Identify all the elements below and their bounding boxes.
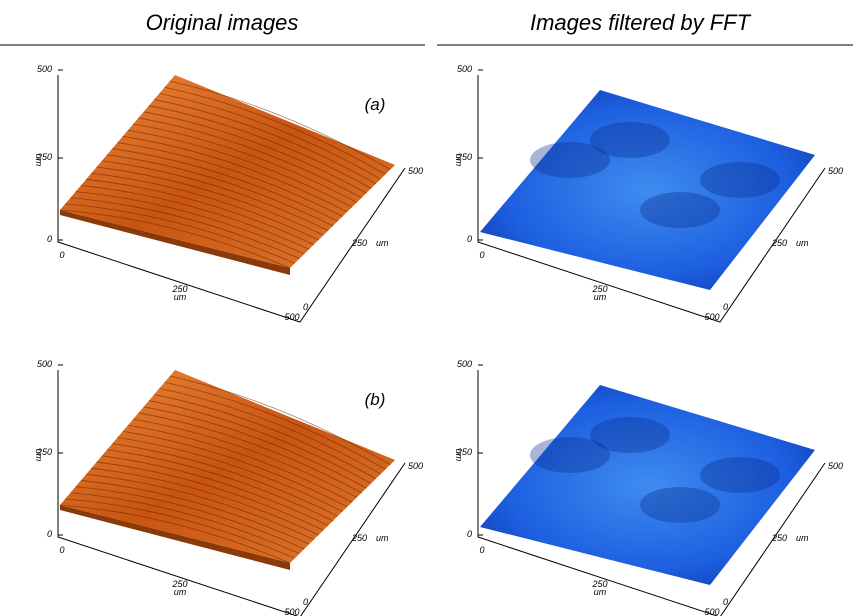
x-axis-title: um bbox=[174, 292, 187, 302]
x-tick-label: 500 bbox=[284, 312, 299, 322]
y-tick-label: 500 bbox=[828, 461, 843, 471]
z-axis-title: um bbox=[34, 154, 44, 167]
figure: Original images Images filtered by FFT 5… bbox=[0, 0, 853, 616]
y-tick-label: 0 bbox=[303, 302, 308, 312]
surface-shade bbox=[590, 417, 670, 453]
surface-shade bbox=[700, 162, 780, 198]
x-tick-label: 500 bbox=[704, 312, 719, 322]
column-header: Images filtered by FFT bbox=[530, 10, 752, 35]
z-tick-label: 500 bbox=[457, 64, 472, 74]
y-tick-label: 250 bbox=[771, 238, 787, 248]
x-tick-label: 0 bbox=[59, 545, 64, 555]
z-tick-label: 0 bbox=[47, 234, 52, 244]
x-tick-label: 0 bbox=[479, 250, 484, 260]
x-tick-label: 500 bbox=[704, 607, 719, 616]
x-tick-label: 500 bbox=[284, 607, 299, 616]
y-tick-label: 500 bbox=[408, 461, 423, 471]
z-tick-label: 0 bbox=[467, 529, 472, 539]
z-axis-title: um bbox=[454, 449, 464, 462]
surface-panel: 5002500um0250500um0250500um(a) bbox=[34, 64, 423, 322]
y-axis-title: um bbox=[376, 238, 389, 248]
y-axis-title: um bbox=[796, 238, 809, 248]
y-axis-title: um bbox=[796, 533, 809, 543]
surface-shade bbox=[590, 122, 670, 158]
x-axis-title: um bbox=[174, 587, 187, 597]
z-axis-title: um bbox=[34, 449, 44, 462]
surface-shade bbox=[640, 487, 720, 523]
y-tick-label: 250 bbox=[351, 238, 367, 248]
surface-shade bbox=[700, 457, 780, 493]
page: {"headers": ["Original images", "Images … bbox=[0, 0, 853, 616]
y-tick-label: 0 bbox=[723, 302, 728, 312]
z-tick-label: 500 bbox=[37, 64, 52, 74]
z-tick-label: 500 bbox=[37, 359, 52, 369]
y-tick-label: 500 bbox=[408, 166, 423, 176]
y-tick-label: 250 bbox=[351, 533, 367, 543]
y-tick-label: 0 bbox=[303, 597, 308, 607]
z-tick-label: 500 bbox=[457, 359, 472, 369]
z-axis-title: um bbox=[454, 154, 464, 167]
z-tick-label: 0 bbox=[467, 234, 472, 244]
x-axis-title: um bbox=[594, 587, 607, 597]
panel-label: (a) bbox=[365, 95, 386, 114]
y-tick-label: 500 bbox=[828, 166, 843, 176]
y-axis-title: um bbox=[376, 533, 389, 543]
column-header: Original images bbox=[146, 10, 299, 35]
y-tick-label: 250 bbox=[771, 533, 787, 543]
x-tick-label: 0 bbox=[479, 545, 484, 555]
surface-shade bbox=[640, 192, 720, 228]
x-tick-label: 0 bbox=[59, 250, 64, 260]
x-axis-title: um bbox=[594, 292, 607, 302]
panel-label: (b) bbox=[365, 390, 386, 409]
y-tick-label: 0 bbox=[723, 597, 728, 607]
z-tick-label: 0 bbox=[47, 529, 52, 539]
